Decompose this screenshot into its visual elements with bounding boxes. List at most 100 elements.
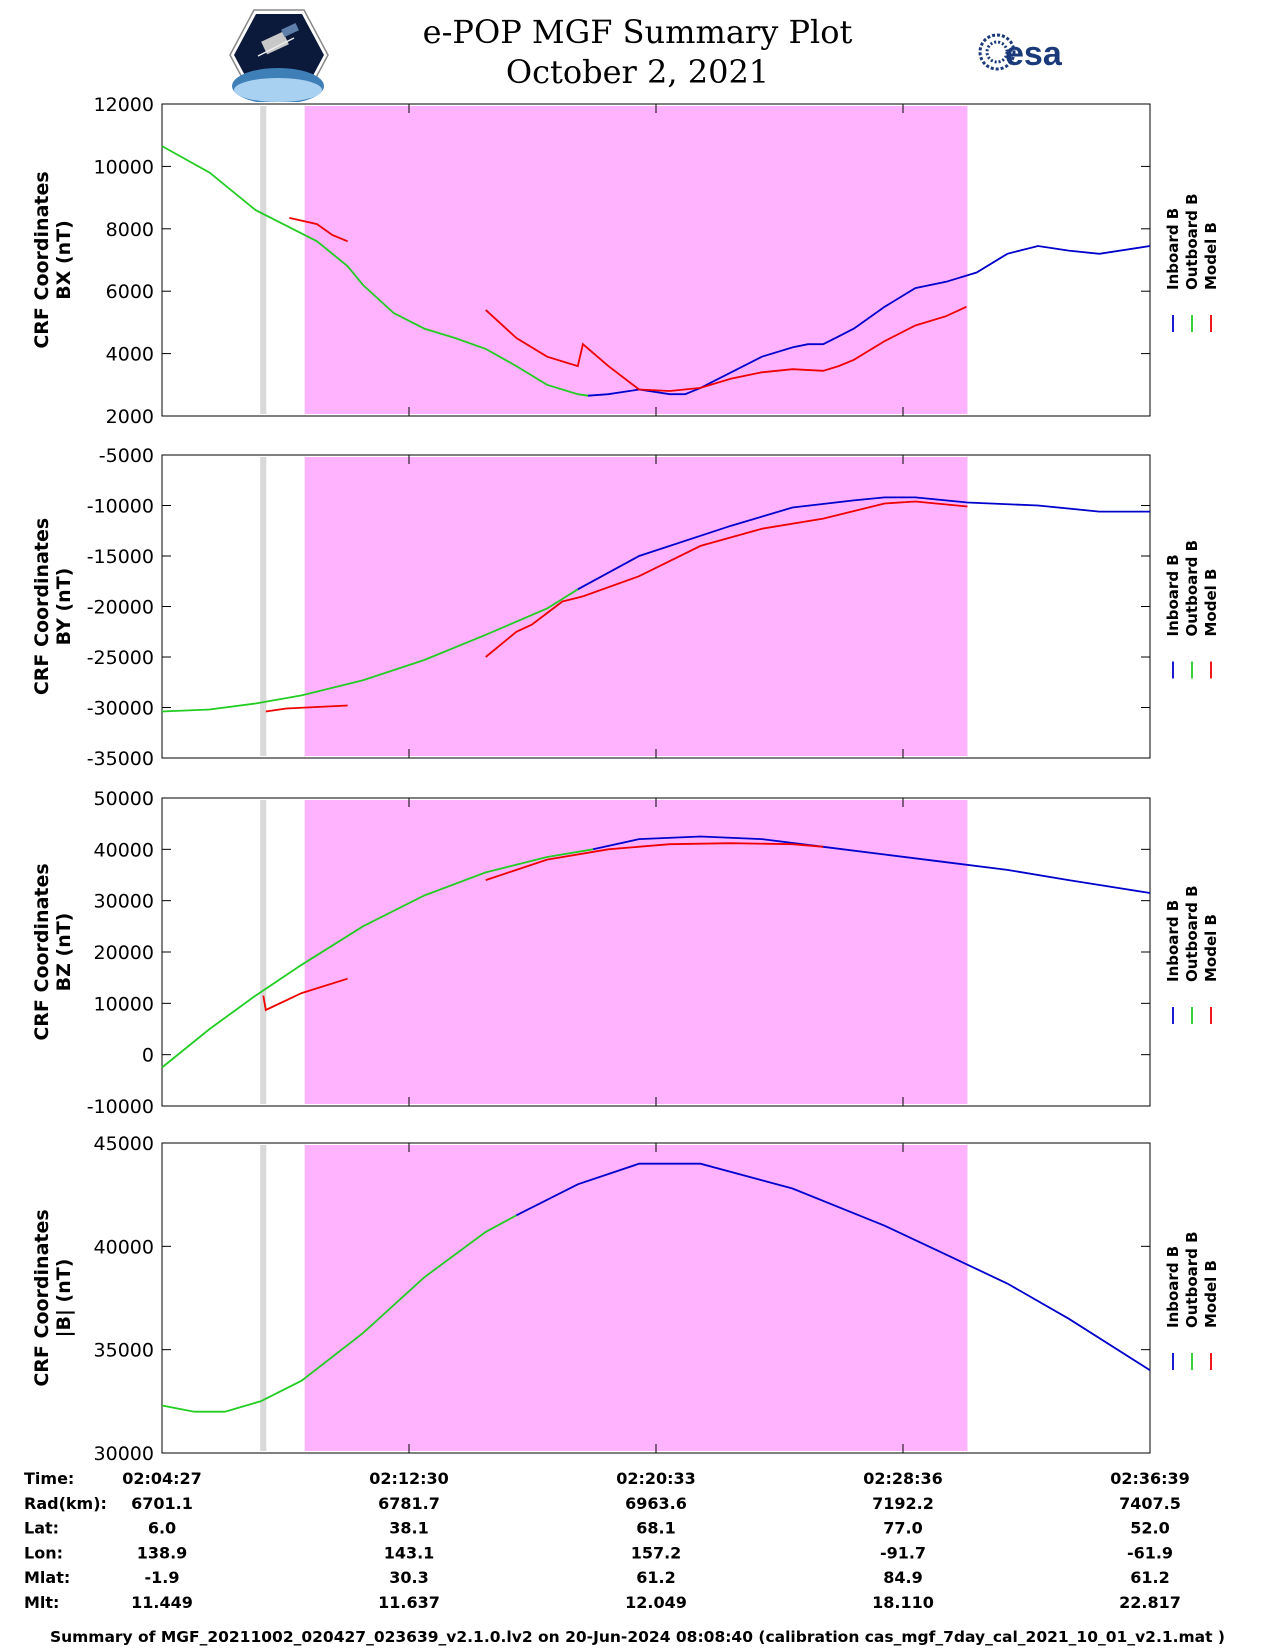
info-cell: 143.1 bbox=[384, 1543, 435, 1562]
series-outboard-b bbox=[161, 1214, 517, 1413]
legend-label: Inboard B bbox=[1164, 900, 1182, 982]
series-inboard-b bbox=[587, 245, 1151, 397]
info-cell: 6.0 bbox=[148, 1519, 176, 1538]
y-tick-label: 10000 bbox=[94, 156, 154, 178]
legend-label: Model B bbox=[1202, 1260, 1220, 1328]
series-model-b bbox=[485, 305, 967, 392]
y-tick-label: 10000 bbox=[94, 993, 154, 1015]
y-axis-label: CRF CoordinatesBY (nT) bbox=[31, 518, 75, 695]
info-cell: 68.1 bbox=[636, 1519, 675, 1538]
y-tick-label: -30000 bbox=[87, 698, 154, 720]
shaded-region bbox=[304, 106, 968, 414]
y-tick-label: 30000 bbox=[94, 891, 154, 913]
info-cell: 02:36:39 bbox=[1110, 1469, 1190, 1488]
esa-logo-text: esa bbox=[1005, 35, 1063, 73]
y-tick-label: -25000 bbox=[87, 647, 154, 669]
y-tick-label: -35000 bbox=[87, 748, 154, 770]
cassiope-logo bbox=[229, 9, 329, 102]
y-tick-label: 8000 bbox=[106, 219, 154, 241]
info-cell: 22.817 bbox=[1119, 1593, 1181, 1612]
info-cell: 61.2 bbox=[636, 1568, 675, 1587]
info-cell: 02:04:27 bbox=[122, 1469, 202, 1488]
y-tick-label: 45000 bbox=[94, 1133, 154, 1155]
legend-label: Model B bbox=[1202, 914, 1220, 982]
series-model-b bbox=[289, 217, 348, 243]
y-axis-label: CRF Coordinates|B| (nT) bbox=[31, 1209, 75, 1386]
y-tick-label: 12000 bbox=[94, 94, 154, 116]
info-cell: 38.1 bbox=[389, 1519, 428, 1538]
y-tick-label: 20000 bbox=[94, 942, 154, 964]
y-tick-label: 4000 bbox=[106, 344, 154, 366]
info-cell: -1.9 bbox=[145, 1568, 180, 1587]
panel-2: -35000 -30000 -25000 -20000 -15000 -10000 -500… bbox=[31, 445, 1220, 770]
y-tick-label: 50000 bbox=[94, 788, 154, 810]
legend-label: Outboard B bbox=[1183, 885, 1201, 982]
title-line-1: e-POP MGF Summary Plot bbox=[422, 13, 853, 51]
info-row-label: Mlt: bbox=[24, 1593, 59, 1612]
shaded-region bbox=[304, 800, 968, 1104]
info-cell: 02:28:36 bbox=[863, 1469, 943, 1488]
info-cell: 02:20:33 bbox=[616, 1469, 696, 1488]
legend-label: Model B bbox=[1202, 222, 1220, 290]
legend-label: Inboard B bbox=[1164, 208, 1182, 290]
y-tick-label: -10000 bbox=[87, 1096, 154, 1118]
info-cell: 7407.5 bbox=[1119, 1494, 1181, 1513]
legend-label: Inboard B bbox=[1164, 554, 1182, 636]
info-row-label: Mlat: bbox=[24, 1568, 70, 1587]
legend-label: Model B bbox=[1202, 569, 1220, 637]
info-cell: 12.049 bbox=[625, 1593, 687, 1612]
y-axis-label-line: BZ (nT) bbox=[53, 913, 75, 992]
info-cell: 6701.1 bbox=[131, 1494, 193, 1513]
panel-4: 30000 35000 40000 45000 CRF Coordinates|B| (… bbox=[31, 1133, 1220, 1465]
y-tick-label: 0 bbox=[142, 1045, 154, 1067]
info-cell: 11.449 bbox=[131, 1593, 193, 1612]
legend: Inboard B Outboard B Model B bbox=[1164, 885, 1220, 1024]
info-cell: 7192.2 bbox=[872, 1494, 934, 1513]
y-tick-label: -5000 bbox=[99, 445, 154, 467]
y-tick-label: -20000 bbox=[87, 597, 154, 619]
title-line-2: October 2, 2021 bbox=[505, 53, 770, 91]
info-cell: 84.9 bbox=[883, 1568, 922, 1587]
y-axis-label-line: BX (nT) bbox=[53, 220, 75, 300]
series-model-b bbox=[485, 500, 968, 658]
chart-title: e-POP MGF Summary Plot October 2, 2021 bbox=[0, 12, 1275, 92]
y-tick-label: 30000 bbox=[94, 1443, 154, 1465]
info-cell: 6781.7 bbox=[378, 1494, 440, 1513]
shaded-region bbox=[304, 1145, 968, 1451]
y-tick-label: 35000 bbox=[94, 1340, 154, 1362]
y-tick-label: 40000 bbox=[94, 839, 154, 861]
series-outboard-b bbox=[161, 588, 579, 713]
series-model-b bbox=[262, 977, 348, 1012]
y-axis-label: CRF CoordinatesBX (nT) bbox=[31, 171, 75, 348]
y-tick-label: 40000 bbox=[94, 1236, 154, 1258]
info-cell: 157.2 bbox=[631, 1543, 682, 1562]
info-row-label: Lon: bbox=[24, 1543, 63, 1562]
panel-1: 2000 4000 6000 8000 10000 12000 CRF Coordinate… bbox=[31, 94, 1220, 428]
y-axis-label: CRF CoordinatesBZ (nT) bbox=[31, 863, 75, 1040]
series-inboard-b bbox=[515, 1162, 1151, 1372]
data-gap-band bbox=[260, 800, 267, 1104]
info-row-label: Lat: bbox=[24, 1519, 59, 1538]
info-cell: 11.637 bbox=[378, 1593, 440, 1612]
info-cell: 02:12:30 bbox=[369, 1469, 449, 1488]
legend: Inboard B Outboard B Model B bbox=[1164, 540, 1220, 679]
data-gap-band bbox=[260, 106, 267, 414]
info-row-label: Time: bbox=[24, 1469, 74, 1488]
y-axis-label-line: BY (nT) bbox=[53, 568, 75, 646]
series-model-b bbox=[265, 704, 348, 713]
y-tick-label: -15000 bbox=[87, 546, 154, 568]
y-tick-label: 2000 bbox=[106, 406, 154, 428]
y-tick-label: -10000 bbox=[87, 496, 154, 518]
info-row-label: Rad(km): bbox=[24, 1494, 107, 1513]
legend: Inboard B Outboard B Model B bbox=[1164, 193, 1220, 332]
info-cell: 30.3 bbox=[389, 1568, 428, 1587]
y-axis-label-line: CRF Coordinates bbox=[31, 1209, 53, 1386]
series-outboard-b bbox=[161, 848, 594, 1069]
legend-label: Outboard B bbox=[1183, 540, 1201, 637]
legend-label: Outboard B bbox=[1183, 193, 1201, 290]
y-axis-label-line: CRF Coordinates bbox=[31, 518, 53, 695]
y-tick-label: 6000 bbox=[106, 281, 154, 303]
y-axis-label-line: CRF Coordinates bbox=[31, 171, 53, 348]
data-gap-band bbox=[260, 1145, 267, 1451]
info-cell: 18.110 bbox=[872, 1593, 934, 1612]
